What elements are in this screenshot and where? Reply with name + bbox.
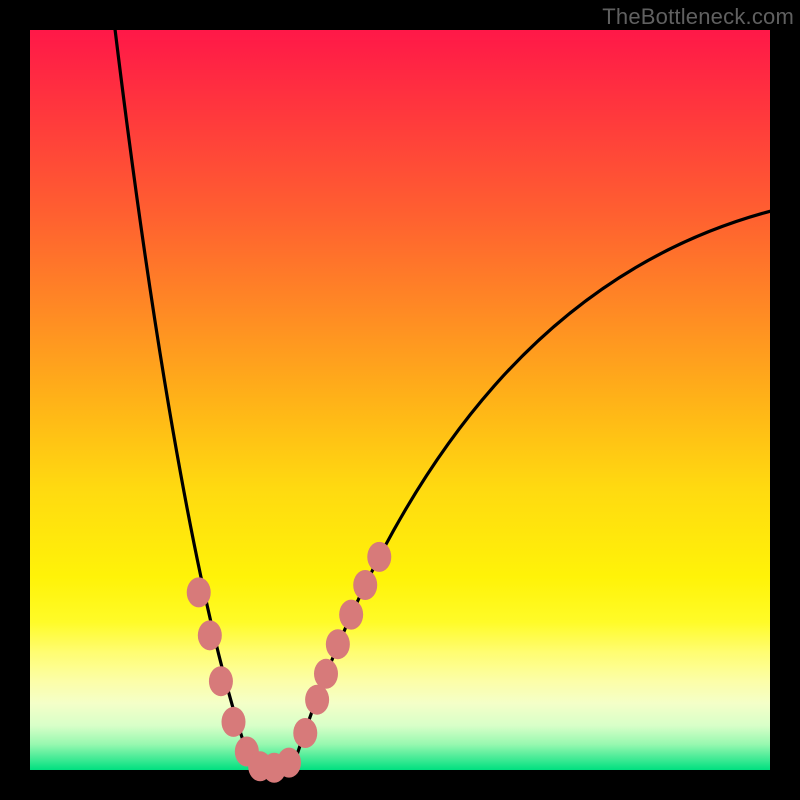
watermark-text: TheBottleneck.com <box>602 4 794 30</box>
curve-marker <box>353 570 377 600</box>
gradient-background <box>30 30 770 770</box>
plot-outer-border <box>0 0 800 800</box>
curve-marker <box>198 620 222 650</box>
curve-marker <box>209 666 233 696</box>
curve-marker <box>293 718 317 748</box>
curve-marker <box>222 707 246 737</box>
curve-marker <box>339 600 363 630</box>
chart-frame: TheBottleneck.com <box>0 0 800 800</box>
curve-marker <box>277 748 301 778</box>
curve-marker <box>305 685 329 715</box>
curve-marker <box>314 659 338 689</box>
curve-marker <box>326 629 350 659</box>
curve-marker <box>367 542 391 572</box>
curve-marker <box>187 577 211 607</box>
plot-svg <box>0 0 800 800</box>
